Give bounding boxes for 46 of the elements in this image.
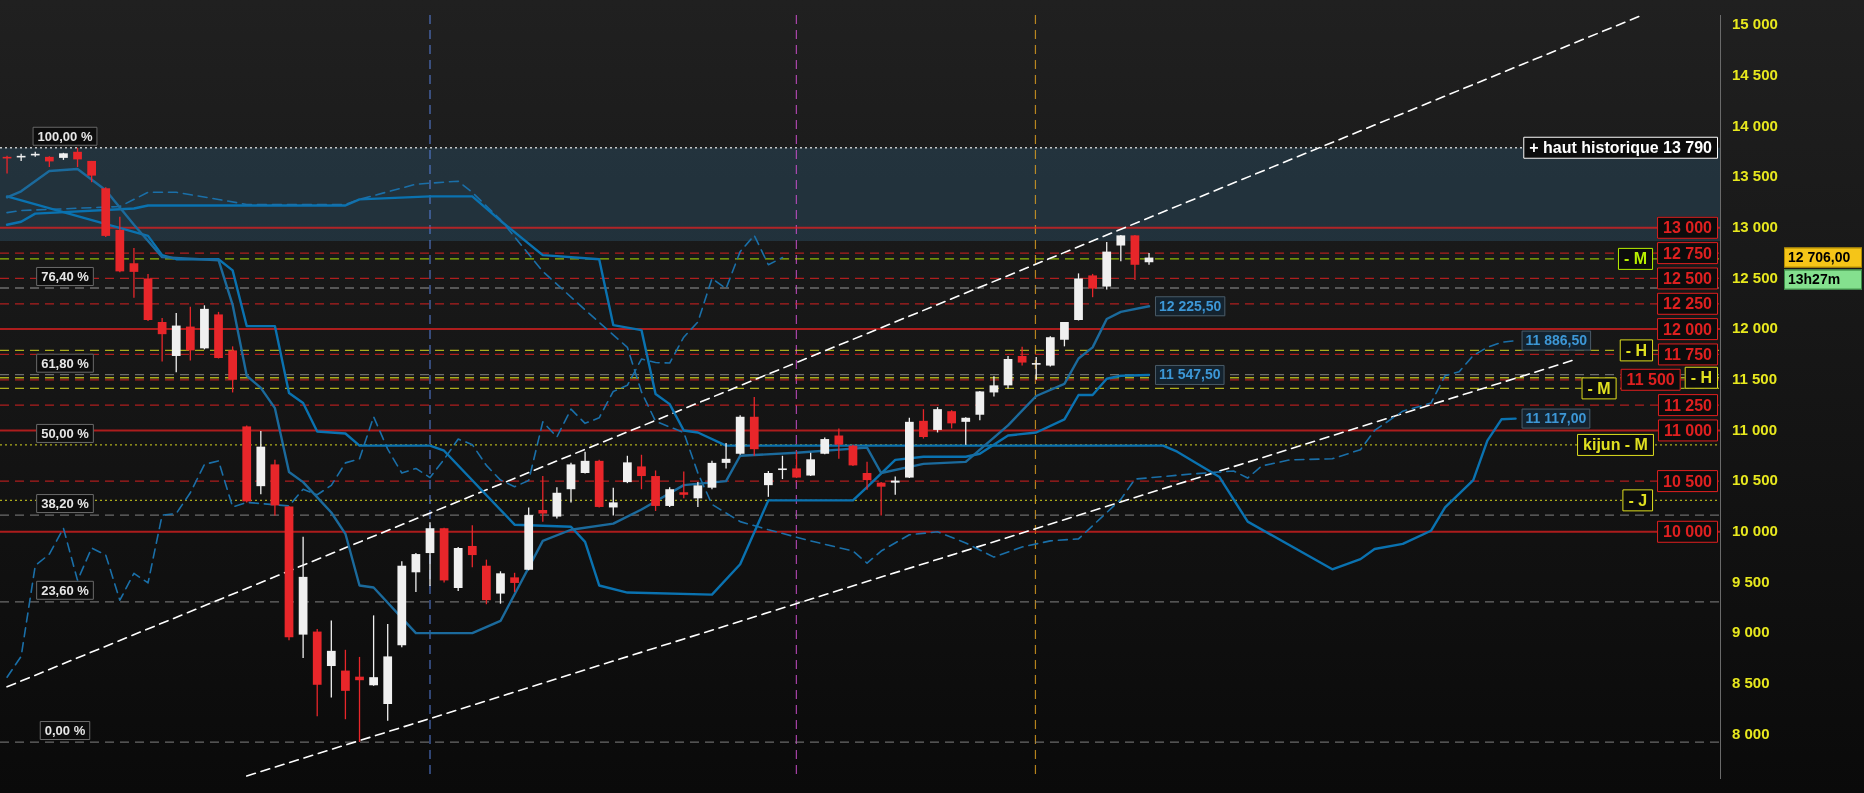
ref-line-label: 12 750 [1663, 244, 1713, 262]
y-tick-label: 13 500 [1732, 167, 1778, 185]
ref-line-label: 13 000 [1663, 219, 1713, 237]
y-tick-label: 8 500 [1732, 673, 1770, 691]
y-tick-label: 8 000 [1732, 724, 1770, 742]
annotation: 76,40 % [41, 269, 90, 285]
ref-line-label: - H [1625, 341, 1648, 359]
ref-line-label: 12 500 [1663, 269, 1713, 287]
ref-line-label: 11 000 [1663, 421, 1713, 439]
ref-line-label: 12 250 [1663, 295, 1713, 313]
y-tick-label: 10 500 [1732, 471, 1778, 489]
ref-line-label: - M [1623, 250, 1648, 268]
ref-line-label: - H [1690, 369, 1712, 387]
annotation: 100,00 % [37, 128, 93, 144]
annotation: 61,80 % [41, 355, 90, 371]
ref-line-label: 10 000 [1663, 523, 1713, 541]
y-tick-label: 13 000 [1732, 217, 1778, 235]
text: 12 706,00 [1788, 248, 1851, 265]
y-tick-label: 11 000 [1732, 420, 1778, 438]
data-label: 11 117,00 [1525, 409, 1587, 426]
ref-line-label: 11 500 [1626, 371, 1675, 389]
ref-line-label: + haut historique 13 790 [1529, 139, 1713, 157]
y-tick-label: 9 500 [1732, 572, 1770, 590]
ref-line-label: - M [1587, 379, 1611, 397]
data-label: 11 547,50 [1159, 366, 1221, 383]
data-label: 12 225,50 [1159, 297, 1222, 314]
data-label: 11 886,50 [1525, 331, 1588, 348]
y-tick-label: 14 000 [1732, 116, 1778, 134]
y-tick-label: 11 500 [1732, 369, 1778, 387]
annotation: 0,00 % [44, 723, 86, 739]
text: 13h27m [1788, 270, 1841, 287]
annotation: 23,60 % [41, 582, 90, 598]
annotation: 50,00 % [41, 426, 90, 442]
ref-line-label: 12 000 [1663, 320, 1713, 338]
y-tick-label: 12 500 [1732, 268, 1778, 286]
ref-line-label: 11 750 [1663, 345, 1713, 363]
ref-line-label: 11 250 [1663, 396, 1713, 414]
y-tick-label: 12 000 [1732, 319, 1778, 337]
y-tick-label: 9 000 [1732, 623, 1770, 641]
ref-line-label: kijun - M [1583, 436, 1648, 454]
ref-line-label: - J [1628, 491, 1648, 509]
y-tick-label: 10 000 [1732, 521, 1778, 539]
y-tick-label: 14 500 [1732, 65, 1778, 83]
y-tick-label: 15 000 [1732, 15, 1778, 33]
ref-line-label: 10 500 [1663, 472, 1713, 490]
annotation: 38,20 % [41, 496, 90, 512]
